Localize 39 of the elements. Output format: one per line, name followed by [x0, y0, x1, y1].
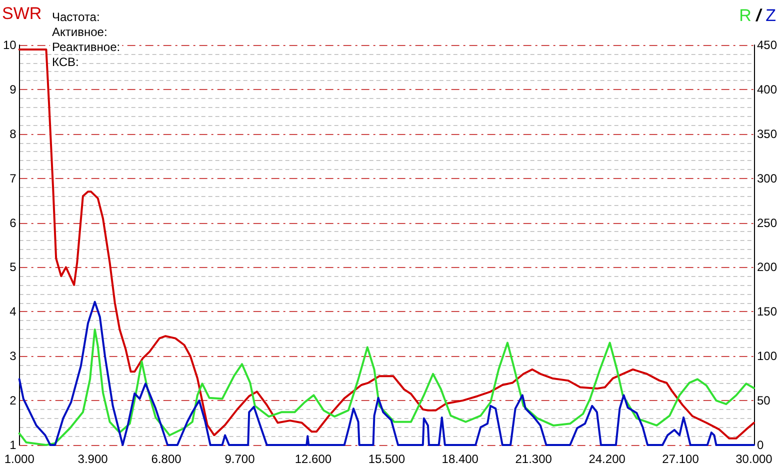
y-tick-label: 1: [10, 438, 17, 452]
y2-tick-label: 200: [756, 260, 778, 274]
x-tick-label: 6.800: [151, 452, 182, 465]
line-series: [18, 328, 755, 446]
y-tick-label: 6: [10, 216, 17, 230]
line-series: [18, 300, 755, 446]
x-tick-label: 9.700: [224, 452, 256, 465]
x-tick-label: 1.000: [4, 452, 35, 465]
y-tick-label: 9: [10, 82, 17, 96]
x-tick-label: 12.600: [294, 452, 332, 465]
text: Активное:: [52, 25, 108, 39]
x-tick-label: 15.500: [368, 452, 406, 465]
y-tick-label: 10: [2, 38, 17, 52]
x-tick-label: 21.300: [515, 452, 552, 465]
x-tick-label: 24.200: [588, 452, 626, 465]
annotation: КСВ:: [52, 55, 79, 69]
text: Частота:: [52, 10, 100, 24]
y-tick-label: 3: [10, 349, 17, 364]
x-tick-label: 3.900: [78, 452, 108, 465]
y2-axis-title: R / Z: [739, 6, 776, 25]
x-tick-label: 27.100: [662, 452, 700, 465]
y-tick-label: 2: [10, 394, 17, 408]
x-tick-label: 30.000: [736, 452, 773, 465]
y2-tick-label: 300: [756, 171, 778, 186]
y2-tick-label: 150: [756, 304, 778, 319]
y2-tick-label: 100: [756, 349, 778, 364]
y-tick-label: 5: [10, 260, 17, 274]
y2-tick-label: 0: [756, 438, 764, 452]
y-tick-label: 7: [10, 171, 17, 186]
y2-tick-label: 250: [756, 216, 778, 230]
x-tick-label: 18.400: [442, 452, 479, 465]
y2-tick-label: 450: [756, 38, 778, 52]
y-tick-label: 4: [10, 304, 17, 319]
y2-tick-label: 350: [756, 126, 778, 141]
y-tick-label: 8: [10, 126, 17, 141]
y-axis-title: SWR: [2, 4, 42, 23]
y2-tick-label: 400: [756, 82, 778, 96]
annotation: Реактивное:: [52, 40, 120, 54]
y2-tick-label: 50: [756, 394, 771, 408]
